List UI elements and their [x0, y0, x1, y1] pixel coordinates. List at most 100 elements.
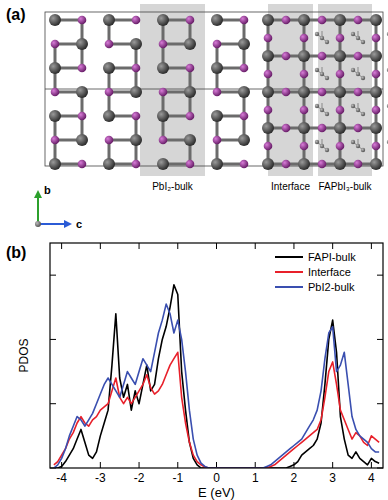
i-atom: [318, 52, 327, 61]
i-atom: [318, 88, 327, 97]
pb-atom: [211, 14, 223, 26]
pb-atom: [370, 122, 382, 134]
x-tick-label: 2: [291, 471, 298, 485]
pb-atom: [76, 134, 88, 146]
pb-atom: [262, 86, 274, 98]
organic-atom: [320, 108, 324, 112]
legend-label: PbI2-bulk: [308, 281, 355, 293]
i-atom: [213, 136, 222, 145]
pb-atom: [298, 122, 310, 134]
x-tick-label: 3: [329, 471, 336, 485]
pb-atom: [334, 50, 346, 62]
region-band: [140, 4, 205, 176]
axis-origin: [35, 221, 41, 227]
organic-atom: [320, 72, 324, 76]
y-tick: [377, 275, 383, 276]
pb-atom: [262, 50, 274, 62]
i-atom: [372, 142, 381, 151]
atoms: [49, 14, 388, 170]
arrow-head: [34, 190, 42, 198]
organic-atom: [361, 40, 365, 44]
axis-arrow: [37, 196, 39, 224]
i-atom: [372, 34, 381, 43]
pb-atom: [157, 14, 169, 26]
i-atom: [318, 124, 327, 133]
i-atom: [300, 34, 309, 43]
pb-atom: [157, 62, 169, 74]
pb-atom: [238, 38, 250, 50]
pb-atom: [49, 158, 61, 170]
pb-atom: [334, 14, 346, 26]
axes: -4-3-2-101234: [50, 243, 383, 485]
pb-atom: [370, 86, 382, 98]
bonds: [55, 20, 388, 164]
x-tick: [332, 462, 333, 468]
pb-atom: [130, 38, 142, 50]
organic-atom: [387, 140, 388, 144]
organic-atom: [356, 72, 360, 76]
i-atom: [159, 136, 168, 145]
i-atom: [300, 106, 309, 115]
organic-atom: [320, 144, 324, 148]
x-tick: [371, 243, 372, 249]
x-tick: [100, 462, 101, 468]
i-atom: [318, 160, 327, 169]
pb-atom: [130, 134, 142, 146]
legend-swatch: [275, 286, 303, 288]
i-atom: [105, 40, 114, 49]
y-tick: [377, 339, 383, 340]
pb-atom: [103, 14, 115, 26]
i-atom: [354, 88, 363, 97]
panel-label: (b): [6, 244, 26, 261]
i-atom: [282, 52, 291, 61]
pb-atom: [298, 86, 310, 98]
i-atom: [213, 40, 222, 49]
pb-atom: [184, 134, 196, 146]
pb-atom: [334, 86, 346, 98]
i-atom: [186, 160, 195, 169]
pb-atom: [184, 86, 196, 98]
x-tick: [293, 243, 294, 249]
pb-atom: [262, 14, 274, 26]
i-atom: [300, 70, 309, 79]
pb-atom: [262, 122, 274, 134]
i-atom: [354, 16, 363, 25]
i-atom: [78, 112, 87, 121]
region-label: FAPbI₃-bulk: [319, 181, 373, 192]
series-line: [54, 352, 379, 468]
i-atom: [282, 16, 291, 25]
organic-atom: [387, 32, 388, 36]
x-tick-label: 4: [368, 471, 375, 485]
x-tick: [332, 243, 333, 249]
pb-atom: [157, 110, 169, 122]
legend-label: FAPI-bulk: [308, 251, 356, 263]
x-tick: [139, 243, 140, 249]
region-label: PbI₂-bulk: [152, 181, 194, 192]
organic-atom: [325, 112, 329, 116]
panel-b: (b)-4-3-2-101234E (eV)PDOSFAPI-bulkInter…: [6, 243, 383, 500]
series-group: [54, 285, 379, 468]
x-tick: [177, 462, 178, 468]
i-atom: [78, 16, 87, 25]
x-tick: [371, 462, 372, 468]
i-atom: [300, 142, 309, 151]
i-atom: [132, 64, 141, 73]
x-tick: [100, 243, 101, 249]
pb-atom: [211, 158, 223, 170]
organic-atom: [315, 104, 319, 108]
organic-atom: [351, 140, 355, 144]
pb-atom: [184, 38, 196, 50]
organic-atom: [387, 104, 388, 108]
i-atom: [372, 106, 381, 115]
axis-name: b: [44, 184, 51, 196]
organic-atom: [351, 68, 355, 72]
i-atom: [282, 88, 291, 97]
i-atom: [336, 106, 345, 115]
y-axis-label: PDOS: [17, 338, 31, 372]
pb-atom: [103, 158, 115, 170]
i-atom: [264, 142, 273, 151]
i-atom: [264, 34, 273, 43]
i-atom: [186, 112, 195, 121]
panel-a: PbI₂-bulkInterfaceFAPbI₃-bulkbc(a): [6, 4, 388, 230]
organic-atom: [361, 112, 365, 116]
